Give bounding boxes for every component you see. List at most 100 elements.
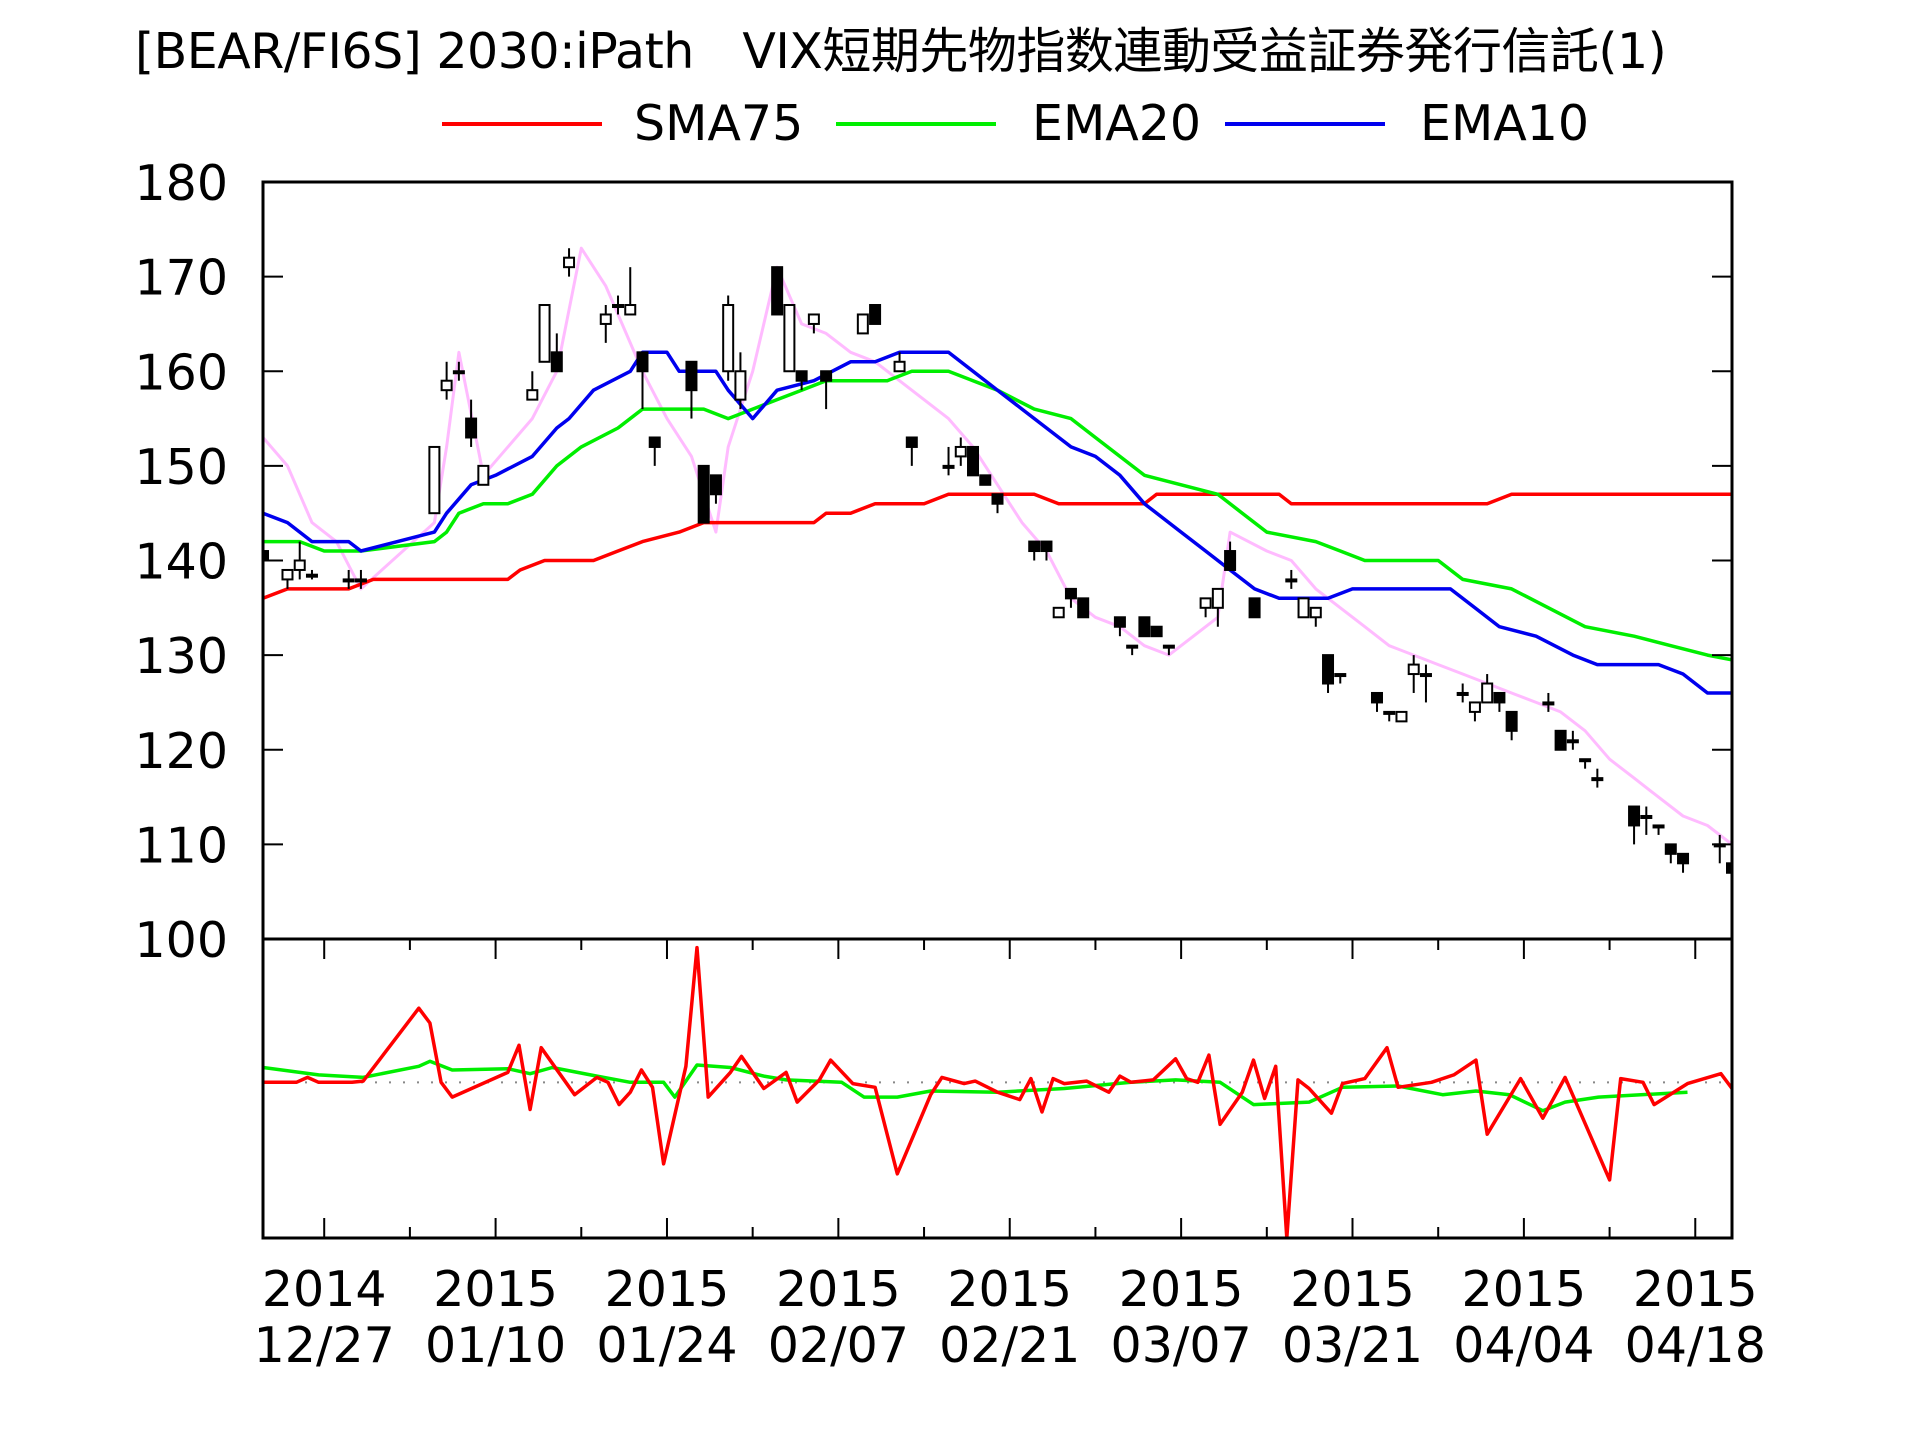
candle: [1064, 587, 1077, 608]
candle: [1493, 691, 1506, 712]
candle-body-down: [1077, 597, 1090, 619]
candle: [893, 352, 906, 373]
candle: [1334, 673, 1347, 684]
candle: [1040, 540, 1053, 561]
ytick-label: 130: [134, 628, 228, 685]
candle: [820, 370, 833, 410]
xtick-label-year: 2015: [1119, 1261, 1244, 1318]
candle-body-up: [1309, 606, 1322, 619]
ytick-label: 180: [134, 155, 228, 212]
candle: [624, 267, 637, 316]
main-plot-frame: [261, 180, 1734, 941]
candle: [1297, 597, 1310, 619]
candle: [709, 474, 722, 504]
candle: [1028, 540, 1041, 561]
candle-body-up: [428, 445, 441, 515]
candle: [538, 304, 551, 363]
candle-body-down: [1040, 540, 1053, 553]
candle: [1419, 664, 1432, 703]
sub-series-line-momentum: [263, 945, 1732, 1238]
ytick-label: 100: [134, 912, 228, 969]
candle-body-up: [342, 578, 355, 583]
candle: [1591, 768, 1604, 788]
candle-body-down: [648, 436, 661, 448]
xtick-label-date: 01/10: [425, 1317, 566, 1374]
candle: [722, 295, 735, 381]
candle: [942, 446, 955, 476]
candle: [1052, 606, 1065, 619]
legend-row: SMA75 EMA20 EMA10: [0, 94, 1920, 154]
candle-body-up: [1652, 824, 1665, 829]
candle: [1395, 710, 1408, 723]
candle: [905, 436, 918, 466]
chart-title: [BEAR/FI6S] 2030:iPath VIX短期先物指数連動受益証券発行…: [135, 23, 1667, 80]
xtick-label-year: 2015: [1290, 1261, 1415, 1318]
candle-body-up: [734, 370, 747, 401]
candle-body-down: [979, 474, 992, 486]
candle-body-up: [954, 445, 967, 458]
candle: [305, 569, 318, 580]
xtick-label-date: 12/27: [254, 1317, 395, 1374]
candle: [1150, 625, 1163, 638]
candle: [991, 493, 1004, 514]
candle: [648, 436, 661, 466]
candle-body-down: [1726, 862, 1732, 874]
candle: [1370, 691, 1383, 712]
candle: [1211, 587, 1224, 627]
candle: [807, 313, 820, 334]
candle-body-up: [856, 313, 869, 335]
candle: [1456, 683, 1469, 703]
ytick-label: 150: [134, 439, 228, 496]
candle: [1407, 655, 1420, 693]
candle-body-up: [1211, 587, 1224, 609]
xtick-label-year: 2015: [1633, 1261, 1758, 1318]
candle: [1224, 541, 1237, 571]
candle: [1322, 654, 1335, 693]
candle: [1640, 806, 1653, 835]
candle: [1664, 843, 1677, 864]
candle-body-up: [624, 304, 637, 316]
legend-swatch-ema10: [1225, 122, 1385, 126]
candle-body-up: [612, 304, 625, 309]
candle: [477, 464, 490, 486]
candle: [612, 295, 625, 315]
candle-body-down: [991, 493, 1004, 505]
candle: [1628, 805, 1641, 845]
sub-plot-frame: [261, 937, 1734, 1240]
candle: [1199, 597, 1212, 618]
series-line-ema10: [263, 350, 1732, 695]
candle-body-down: [263, 550, 269, 562]
candle-body-up: [1395, 710, 1408, 723]
candle: [1309, 606, 1322, 627]
candle-body-up: [1199, 597, 1212, 609]
xtick-label-date: 02/07: [768, 1317, 909, 1374]
candle: [281, 568, 294, 589]
ytick-label: 160: [134, 344, 228, 401]
candle-body-up: [1162, 644, 1175, 649]
candle-body-up: [1052, 606, 1065, 619]
candle-body-down: [1138, 616, 1151, 638]
candle: [869, 304, 882, 325]
candle-body-up: [1419, 673, 1432, 678]
candle-body-up: [293, 559, 306, 571]
candle-body-up: [1542, 701, 1555, 706]
candle: [1677, 852, 1690, 873]
candle-body-up: [1285, 578, 1298, 583]
ytick-label: 170: [134, 250, 228, 307]
candle-body-down: [1248, 597, 1261, 619]
candle-body-down: [636, 351, 649, 373]
series-line-ema20: [263, 369, 1732, 662]
candle: [1566, 730, 1579, 750]
candle-body-down: [1322, 654, 1335, 685]
candle-body-up: [783, 304, 796, 373]
sub-plot-area: [263, 945, 1732, 1238]
candle: [1285, 569, 1298, 589]
candle: [563, 248, 576, 277]
candle-body-down: [465, 417, 478, 439]
candle-body-down: [1150, 625, 1163, 638]
candle: [771, 266, 784, 316]
candle-body-up: [893, 360, 906, 373]
candle: [354, 569, 367, 589]
candle: [685, 360, 698, 419]
candle: [1579, 758, 1592, 769]
